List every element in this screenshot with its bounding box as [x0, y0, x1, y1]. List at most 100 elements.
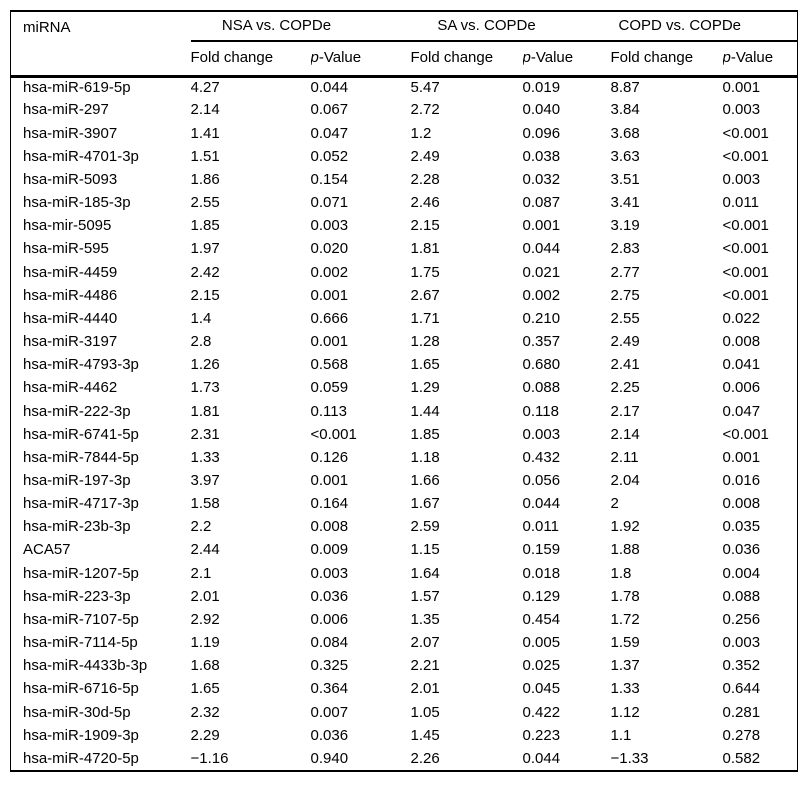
- sa-p-value-cell: 0.002: [522, 286, 561, 304]
- table-row: hsa-miR-6716-5p 1.65 0.364 2.01 0.045 1.…: [11, 678, 798, 701]
- nsa-fold-change-cell: 1.33: [190, 448, 220, 466]
- sa-fold-change-cell: 1.67: [410, 495, 440, 513]
- copd-fold-change-cell: 2.49: [610, 333, 640, 351]
- table-row: hsa-miR-197-3p 3.97 0.001 1.66 0.056 2.0…: [11, 470, 798, 493]
- nsa-fold-change-cell: 1.51: [190, 147, 220, 165]
- copd-fold-change-cell: −1.33: [610, 749, 649, 767]
- nsa-fold-change-cell: 2.14: [190, 101, 220, 119]
- mirna-name-cell: hsa-miR-4433b-3p: [23, 657, 148, 675]
- sa-fold-change-cell: 1.45: [410, 726, 440, 744]
- copd-p-value-cell: 0.088: [722, 587, 761, 605]
- table-row: hsa-miR-3907 1.41 0.047 1.2 0.096 3.68 <…: [11, 122, 798, 145]
- table-row: hsa-miR-4459 2.42 0.002 1.75 0.021 2.77 …: [11, 261, 798, 284]
- table-row: hsa-miR-297 2.14 0.067 2.72 0.040 3.84 0…: [11, 99, 798, 122]
- nsa-p-value-cell: 0.154: [310, 170, 349, 188]
- column-header-copd-p-value: p-Value: [722, 41, 798, 78]
- nsa-fold-change-cell: 1.26: [190, 356, 220, 374]
- copd-fold-change-cell: 1.78: [610, 587, 640, 605]
- copd-fold-change-cell: 3.19: [610, 217, 640, 235]
- p-value-suffix: -Value: [530, 49, 574, 66]
- table-row: hsa-miR-223-3p 2.01 0.036 1.57 0.129 1.7…: [11, 585, 798, 608]
- nsa-p-value-cell: 0.006: [310, 610, 349, 628]
- sa-fold-change-cell: 2.21: [410, 657, 440, 675]
- copd-p-value-cell: <0.001: [722, 147, 769, 165]
- sa-fold-change-cell: 1.65: [410, 356, 440, 374]
- table-row: hsa-miR-619-5p 4.27 0.044 5.47 0.019 8.8…: [11, 76, 798, 99]
- mirna-name-cell: hsa-miR-4701-3p: [23, 147, 139, 165]
- nsa-p-value-cell: 0.067: [310, 101, 349, 119]
- sa-p-value-cell: 0.210: [522, 309, 561, 327]
- copd-fold-change-cell: 1.1: [610, 726, 632, 744]
- nsa-p-value-cell: 0.052: [310, 147, 349, 165]
- copd-fold-change-cell: 2.14: [610, 425, 640, 443]
- sa-p-value-cell: 0.422: [522, 703, 561, 721]
- p-value-italic-p: p: [310, 49, 319, 66]
- copd-p-value-cell: 0.281: [722, 703, 761, 721]
- copd-p-value-cell: 0.001: [722, 79, 761, 97]
- copd-p-value-cell: 0.006: [722, 379, 761, 397]
- copd-fold-change-cell: 1.59: [610, 634, 640, 652]
- mirna-name-cell: hsa-miR-185-3p: [23, 194, 131, 212]
- nsa-p-value-cell: 0.325: [310, 657, 349, 675]
- nsa-p-value-cell: 0.940: [310, 749, 349, 767]
- table-row: hsa-miR-4433b-3p 1.68 0.325 2.21 0.025 1…: [11, 655, 798, 678]
- sa-fold-change-cell: 5.47: [410, 79, 440, 97]
- sa-p-value-cell: 0.003: [522, 425, 561, 443]
- nsa-fold-change-cell: 2.01: [190, 587, 220, 605]
- sa-fold-change-cell: 1.85: [410, 425, 440, 443]
- copd-fold-change-cell: 2.55: [610, 309, 640, 327]
- nsa-p-value-cell: 0.084: [310, 634, 349, 652]
- table-row: hsa-miR-5093 1.86 0.154 2.28 0.032 3.51 …: [11, 169, 798, 192]
- copd-p-value-cell: <0.001: [722, 240, 769, 258]
- table-row: hsa-miR-4440 1.4 0.666 1.71 0.210 2.55 0…: [11, 308, 798, 331]
- mirna-name-cell: hsa-miR-6741-5p: [23, 425, 139, 443]
- copd-fold-change-cell: 1.88: [610, 541, 640, 559]
- sa-p-value-cell: 0.044: [522, 240, 561, 258]
- nsa-p-value-cell: 0.001: [310, 471, 349, 489]
- nsa-p-value-cell: <0.001: [310, 425, 357, 443]
- nsa-fold-change-cell: 4.27: [190, 79, 220, 97]
- sa-p-value-cell: 0.005: [522, 634, 561, 652]
- nsa-fold-change-cell: 2.15: [190, 286, 220, 304]
- nsa-p-value-cell: 0.008: [310, 518, 349, 536]
- mirna-table-container: miRNA NSA vs. COPDe SA vs. COPDe COPD vs…: [10, 10, 799, 772]
- copd-fold-change-cell: 2.77: [610, 263, 640, 281]
- sa-p-value-cell: 0.088: [522, 379, 561, 397]
- copd-fold-change-cell: 2.04: [610, 471, 640, 489]
- nsa-p-value-cell: 0.009: [310, 541, 349, 559]
- sa-fold-change-cell: 2.59: [410, 518, 440, 536]
- copd-fold-change-cell: 2.11: [610, 448, 639, 466]
- sa-fold-change-cell: 1.81: [410, 240, 440, 258]
- mirna-name-cell: hsa-miR-619-5p: [23, 79, 131, 97]
- column-header-nsa-p-value: p-Value: [310, 41, 411, 78]
- mirna-name-cell: hsa-miR-297: [23, 101, 109, 119]
- mirna-name-cell: hsa-miR-4440: [23, 309, 118, 327]
- copd-p-value-cell: 0.004: [722, 564, 761, 582]
- table-row: hsa-miR-4701-3p 1.51 0.052 2.49 0.038 3.…: [11, 145, 798, 168]
- table-row: hsa-miR-595 1.97 0.020 1.81 0.044 2.83 <…: [11, 238, 798, 261]
- sa-p-value-cell: 0.038: [522, 147, 561, 165]
- table-row: hsa-miR-1207-5p 2.1 0.003 1.64 0.018 1.8…: [11, 562, 798, 585]
- table-header: miRNA NSA vs. COPDe SA vs. COPDe COPD vs…: [10, 11, 798, 78]
- sa-fold-change-cell: 2.72: [410, 101, 440, 119]
- sa-p-value-cell: 0.118: [522, 402, 559, 420]
- nsa-p-value-cell: 0.003: [310, 564, 349, 582]
- nsa-p-value-cell: 0.036: [310, 587, 349, 605]
- mirna-name-cell: hsa-miR-7107-5p: [23, 610, 139, 628]
- copd-fold-change-cell: 3.41: [610, 194, 640, 212]
- sa-fold-change-cell: 1.15: [410, 541, 440, 559]
- sa-fold-change-cell: 1.35: [410, 610, 440, 628]
- nsa-p-value-cell: 0.036: [310, 726, 349, 744]
- nsa-p-value-cell: 0.001: [310, 286, 349, 304]
- nsa-fold-change-cell: 2.44: [190, 541, 220, 559]
- sa-p-value-cell: 0.045: [522, 680, 561, 698]
- sa-fold-change-cell: 2.26: [410, 749, 440, 767]
- copd-p-value-cell: 0.352: [722, 657, 761, 675]
- copd-p-value-cell: 0.041: [722, 356, 761, 374]
- nsa-p-value-cell: 0.666: [310, 309, 349, 327]
- copd-fold-change-cell: 1.72: [610, 610, 640, 628]
- copd-p-value-cell: 0.047: [722, 402, 761, 420]
- sa-p-value-cell: 0.011: [522, 518, 559, 536]
- sa-fold-change-cell: 2.15: [410, 217, 440, 235]
